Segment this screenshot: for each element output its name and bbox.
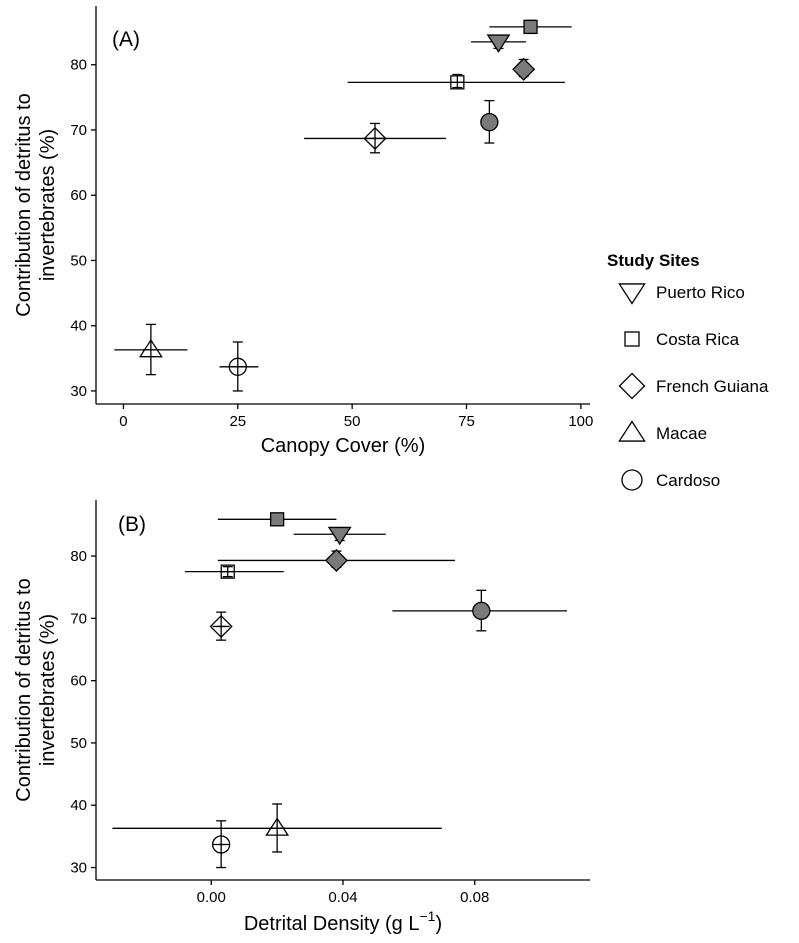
panel-a-y-tick-label: 50 [70, 252, 87, 269]
panel-b-y-axis-title-line-2: invertebrates (%) [37, 614, 59, 766]
legend-diamond-icon [618, 372, 646, 400]
legend-triangle-down-icon [618, 283, 646, 305]
panel-a-y-tick-label: 80 [70, 57, 87, 74]
panel-a-marker-puerto-rico [486, 34, 511, 53]
panel-b-marker-costa-rica [269, 512, 285, 527]
panel-a-x-tick-label: 25 [229, 413, 246, 430]
panel-a-point-macae [114, 323, 188, 376]
legend-triangle-up-icon [618, 420, 646, 442]
panel-b-point-cardoso [392, 589, 567, 632]
panel-a-y-tick-label: 70 [70, 122, 87, 139]
legend-item-label: Macae [656, 424, 707, 443]
panel-b-x-tick-label: 0.00 [197, 889, 226, 906]
legend-item-puerto-rico: Puerto Rico [618, 283, 745, 305]
panel-a-y-axis-title-line-2: invertebrates (%) [37, 129, 59, 281]
panel-b-marker-french-guiana [209, 614, 233, 639]
legend-item-costa-rica: Costa Rica [624, 330, 740, 349]
panel-a-y-axis-title-line-1: Contribution of detritus to [13, 93, 35, 316]
legend-title: Study Sites [607, 251, 700, 270]
panel-b-y-tick-label: 30 [70, 860, 87, 877]
panel-a-point-french-guiana [304, 122, 446, 154]
panel-a-marks [114, 19, 572, 392]
panel-b-point-puerto-rico [293, 526, 386, 546]
panel-a-marker-cardoso [480, 112, 499, 132]
legend-item-label: Puerto Rico [656, 283, 745, 302]
legend-item-label: French Guiana [656, 377, 769, 396]
panel-a-marker-macae [138, 338, 163, 358]
panel-a-label: (A) [112, 28, 140, 51]
panel-a-x-tick-label: 100 [568, 413, 593, 430]
panel-a-point-costa-rica [347, 73, 565, 90]
panel-b-y-tick-label: 50 [70, 735, 87, 752]
panel-b-y-tick-label: 70 [70, 610, 87, 627]
panel-b-point-cardoso [211, 820, 231, 869]
panel-b-x-tick-label: 0.08 [460, 889, 489, 906]
panel-b-point-french-guiana [209, 611, 233, 641]
panel-a-y-tick-label: 60 [70, 187, 87, 204]
panel-b-plot: (B) Detrital Density (g L−1) Contributio… [13, 500, 590, 935]
panel-a-ticks: 30 40 50 60 70 80 0 25 50 75 100 [70, 57, 593, 430]
panel-b-y-tick-label: 80 [70, 548, 87, 565]
panel-b-y-tick-label: 60 [70, 673, 87, 690]
panel-b-y-tick-label: 40 [70, 797, 87, 814]
legend-item-french-guiana: French Guiana [618, 372, 769, 400]
panel-a-x-tick-label: 0 [119, 413, 127, 430]
panel-a-y-tick-label: 30 [70, 383, 87, 400]
legend-square-icon [624, 331, 640, 347]
panel-b-x-axis-title-superscript: −1 [419, 908, 435, 924]
panel-a-plot: (A) Canopy Cover (%) Contribution of det… [13, 6, 593, 457]
panel-b-marker-puerto-rico [327, 526, 352, 546]
panel-a-x-axis-title: Canopy Cover (%) [261, 435, 426, 457]
panel-a-point-french-guiana [512, 57, 536, 81]
legend-item-macae: Macae [618, 420, 707, 443]
panel-b-marker-cardoso [472, 601, 491, 621]
panel-b-x-axis-title-main: Detrital Density (g L [244, 913, 420, 935]
panel-a-marker-costa-rica [523, 19, 538, 35]
panel-b-marks [112, 512, 567, 869]
legend-item-label: Costa Rica [656, 330, 740, 349]
panel-a-y-axis-title: Contribution of detritus to invertebrate… [13, 93, 59, 316]
panel-b-label: (B) [118, 513, 146, 536]
panel-a-y-tick-label: 40 [70, 318, 87, 335]
panel-a-marker-french-guiana [512, 57, 536, 81]
panel-b-y-axis-title: Contribution of detritus to invertebrate… [13, 578, 59, 801]
panel-b-ticks: 30 40 50 60 70 80 0.00 0.04 0.08 [70, 548, 489, 906]
legend-circle-icon [621, 469, 643, 491]
panel-a-point-cardoso [480, 99, 499, 144]
legend-item-label: Cardoso [656, 471, 720, 490]
legend-entries: Puerto Rico Costa Rica French Guiana Macae C… [618, 283, 769, 491]
panel-a-x-tick-label: 75 [458, 413, 475, 430]
panel-a-marker-french-guiana [363, 126, 387, 150]
panel-b-marker-french-guiana [324, 548, 348, 572]
panel-b-x-tick-label: 0.04 [328, 889, 357, 906]
panel-a-x-tick-label: 50 [344, 413, 361, 430]
panel-b-marker-macae [265, 817, 290, 836]
panel-a-point-costa-rica [489, 19, 572, 35]
panel-b-point-costa-rica [184, 564, 284, 579]
legend: Study Sites Puerto Rico Costa Rica French … [607, 251, 769, 491]
panel-b-point-costa-rica [217, 512, 337, 527]
panel-b-x-axis-title: Detrital Density (g L−1) [244, 908, 442, 935]
panel-b-point-macae [112, 803, 442, 853]
legend-item-cardoso: Cardoso [621, 469, 720, 491]
panel-a-point-puerto-rico [471, 34, 526, 53]
panel-b-x-axis-title-suffix: ) [435, 913, 442, 935]
panel-a-point-cardoso [219, 341, 259, 392]
panel-b-point-french-guiana [217, 548, 455, 572]
panel-b-y-axis-title-line-1: Contribution of detritus to [13, 578, 35, 801]
